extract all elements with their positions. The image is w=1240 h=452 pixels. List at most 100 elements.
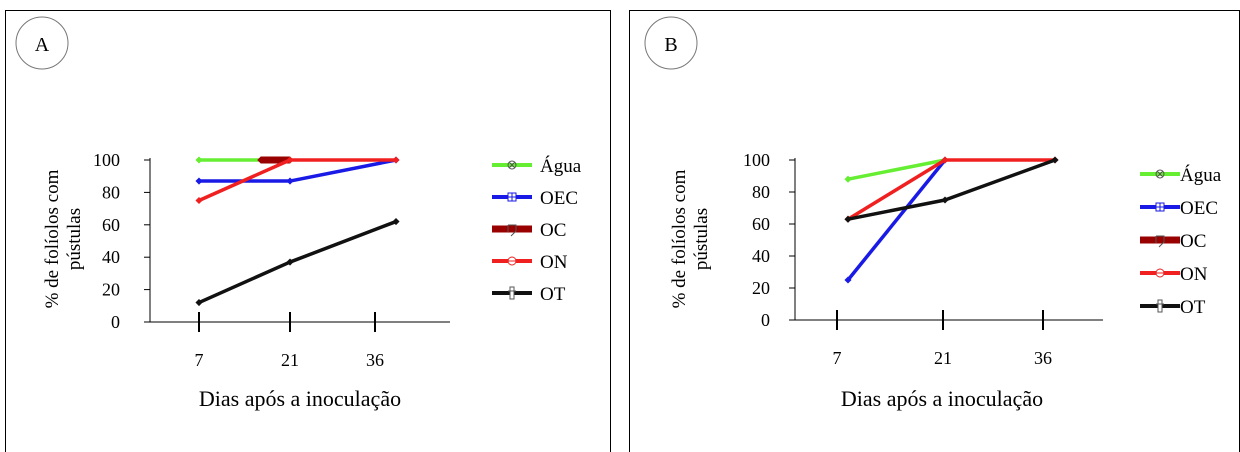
panel-label-circle	[15, 16, 69, 70]
legend-label: OEC	[1180, 198, 1218, 219]
y-tick-label: 0	[761, 310, 770, 330]
series-line-ot	[847, 158, 1056, 221]
x-circle-icon	[1155, 169, 1165, 179]
data-point	[844, 276, 852, 284]
y-tick-label: 80	[752, 182, 770, 202]
hook-square-icon	[507, 224, 517, 237]
circle-bar-icon	[1155, 268, 1165, 278]
series-line-oec	[846, 158, 947, 282]
circle-bar-icon	[507, 256, 517, 266]
y-tick-label: 100	[743, 150, 770, 170]
legend-label: Água	[1180, 164, 1222, 186]
x-tick-label: 21	[281, 350, 299, 370]
data-point	[195, 177, 203, 185]
legend: Água OEC OC ON OT	[492, 155, 582, 305]
legend-label: ON	[1180, 264, 1208, 285]
x-axis-title: Dias após a inoculação	[841, 386, 1043, 411]
square-plus-cross	[508, 193, 516, 201]
data-point	[195, 196, 203, 205]
y-tick-label: 100	[93, 150, 120, 170]
y-tick-label: 20	[102, 280, 120, 300]
y-tick-label: 40	[752, 246, 770, 266]
data-point	[257, 156, 265, 164]
legend-label: OT	[540, 284, 566, 305]
chart-panel-a: A 0 20 40 60 80 100 7 21 36 Dias após a inoculação…	[5, 10, 611, 452]
y-tick-label: 20	[752, 278, 770, 298]
legend-item-ot: OT	[1140, 297, 1206, 318]
panel-label: B	[664, 34, 677, 56]
data-point	[286, 258, 294, 266]
legend-item-oc: OC	[492, 220, 566, 241]
x-circle-cross	[508, 161, 516, 169]
dagger-shape	[1156, 299, 1164, 313]
data-point	[286, 177, 294, 185]
y-axis-title-line: % de folíolos com	[669, 169, 690, 308]
panel-frame	[5, 10, 611, 452]
x-tick-label: 7	[195, 350, 204, 370]
legend-item-on: ON	[492, 252, 568, 273]
y-axis-title-line: pústulas	[691, 208, 712, 270]
chart-panel-b: B 0 20 40 60 80 100 7 21 36 Dias após a inoculação…	[629, 10, 1240, 452]
axes: 0 20 40 60 80 100 7 21 36	[93, 150, 450, 370]
data-point	[392, 156, 400, 164]
series-group	[195, 156, 400, 307]
x-axis-title: Dias após a inoculação	[199, 386, 401, 411]
legend-label: OC	[1180, 231, 1206, 252]
y-tick-label: 40	[102, 247, 120, 267]
x-tick-label: 21	[934, 348, 952, 368]
x-tick-label: 36	[366, 350, 384, 370]
legend-label: Água	[540, 155, 582, 177]
panel-label: A	[35, 34, 50, 56]
dagger-shape	[508, 286, 516, 300]
y-axis-title-line: pústulas	[64, 208, 85, 270]
y-tick-label: 60	[752, 214, 770, 234]
x-tick-label: 36	[1034, 348, 1052, 368]
legend-label: OEC	[540, 188, 578, 209]
panel-label-circle	[644, 16, 698, 70]
y-tick-label: 80	[102, 182, 120, 202]
data-point	[195, 156, 203, 164]
x-circle-icon	[507, 160, 517, 170]
y-axis-title-line: % de folíolos com	[42, 169, 63, 308]
legend-item-oc: OC	[1140, 231, 1206, 252]
dagger-icon	[1156, 299, 1164, 313]
data-point	[844, 215, 852, 223]
y-axis-title: % de folíolos compústulas	[669, 169, 712, 308]
y-tick-label: 60	[102, 215, 120, 235]
legend-label: ON	[540, 252, 568, 273]
series-line-ot	[198, 219, 397, 305]
series-line-on	[847, 158, 1055, 221]
data-point	[286, 156, 294, 164]
data-point	[195, 299, 203, 307]
legend-label: OT	[1180, 297, 1206, 318]
y-tick-label: 0	[111, 312, 120, 332]
legend-item-oec: OEC	[492, 188, 578, 209]
series-group	[844, 156, 1059, 284]
data-point	[941, 196, 949, 204]
legend-item-on: ON	[1140, 264, 1208, 285]
hook-square-shape	[507, 224, 517, 237]
legend-item-oec: OEC	[1140, 198, 1218, 219]
hook-square-icon	[1155, 235, 1165, 248]
y-axis-title: % de folíolos compústulas	[42, 169, 85, 308]
series-line-oec	[199, 158, 397, 183]
dagger-icon	[508, 286, 516, 300]
legend-label: OC	[540, 220, 566, 241]
data-point	[941, 156, 949, 164]
square-plus-icon	[1155, 202, 1165, 212]
series-line-água	[847, 158, 946, 181]
axes: 0 20 40 60 80 100 7 21 36	[743, 150, 1103, 368]
legend-item-água: Água	[1140, 164, 1222, 186]
legend: Água OEC OC ON OT	[1140, 164, 1222, 318]
legend-item-ot: OT	[492, 284, 566, 305]
data-point	[392, 218, 400, 226]
x-circle-ring	[1155, 169, 1165, 179]
x-tick-label: 7	[833, 348, 842, 368]
x-circle-ring	[507, 160, 517, 170]
square-plus-cross	[1156, 203, 1164, 211]
legend-item-água: Água	[492, 155, 582, 177]
hook-square-shape	[1155, 235, 1165, 248]
data-point	[844, 175, 852, 183]
square-plus-icon	[507, 192, 517, 202]
